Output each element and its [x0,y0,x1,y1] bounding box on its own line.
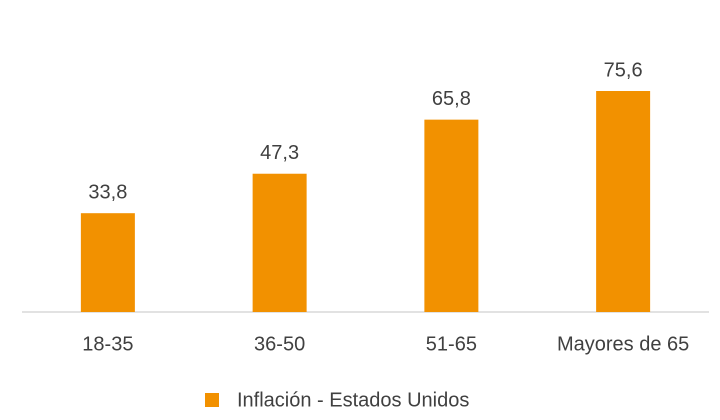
legend-label: Inflación - Estados Unidos [237,389,469,411]
x-tick-label: 36-50 [254,333,305,355]
value-label: 47,3 [260,142,299,164]
bar [424,119,479,312]
bar [80,213,135,312]
legend-swatch [205,393,219,407]
x-tick-label: 51-65 [426,333,477,355]
x-tick-label: 18-35 [82,333,133,355]
x-tick-label: Mayores de 65 [557,333,689,355]
value-label: 65,8 [432,88,471,110]
bar [252,173,307,312]
value-label: 75,6 [604,59,643,81]
bar [596,91,651,312]
value-label: 33,8 [88,181,127,203]
